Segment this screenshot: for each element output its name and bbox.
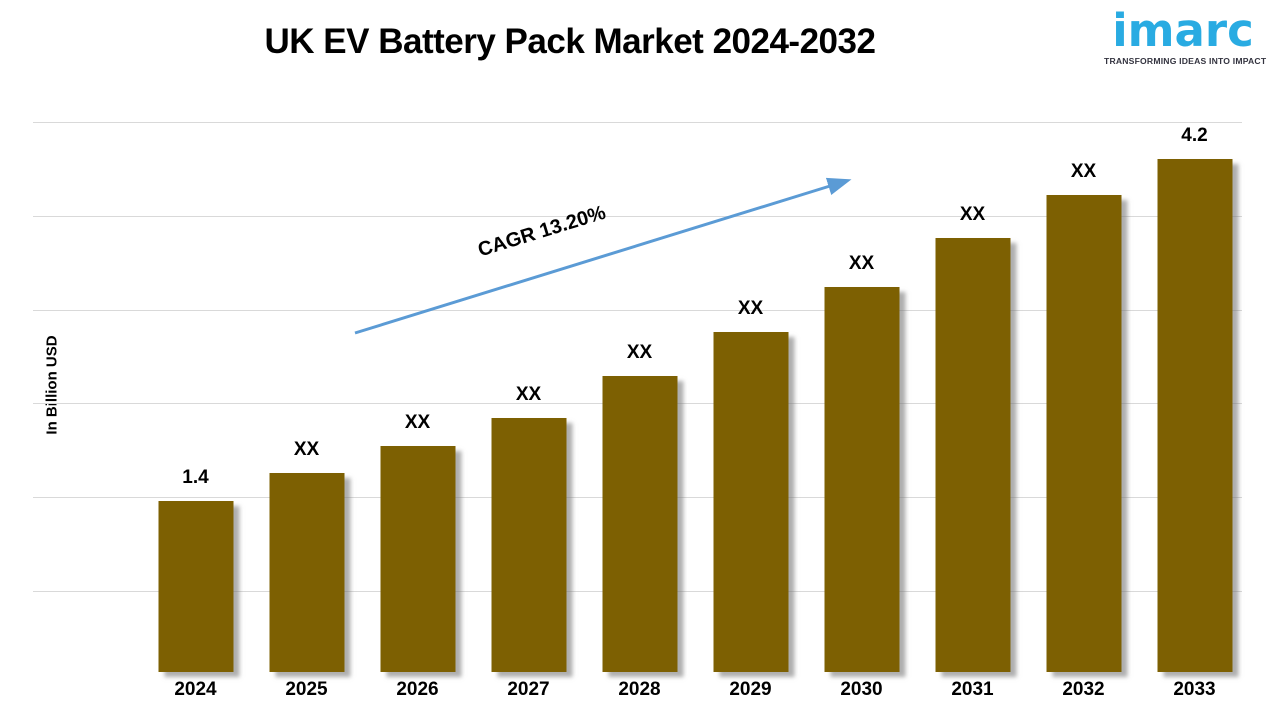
bar-value-label: XX: [1070, 161, 1097, 182]
x-axis-label: 2025: [285, 679, 328, 700]
bar-column-2025: XX 2025: [251, 122, 362, 700]
bar: [935, 238, 1010, 672]
bar: [1046, 195, 1121, 672]
x-axis-label: 2032: [1062, 679, 1105, 700]
x-axis-label: 2033: [1173, 679, 1216, 700]
bar-column-2024: 1.4 2024: [140, 122, 251, 700]
x-axis-label: 2031: [951, 679, 994, 700]
bar-value-label: XX: [404, 412, 431, 433]
x-axis-label: 2029: [729, 679, 772, 700]
bar: [269, 473, 344, 672]
bar-value-label: 4.2: [1181, 125, 1208, 146]
x-axis-label: 2027: [507, 679, 550, 700]
bar: [158, 501, 233, 672]
bar-column-2032: XX 2032: [1028, 122, 1139, 700]
bar: [602, 376, 677, 672]
bar: [824, 287, 899, 672]
bar: [491, 418, 566, 672]
bar: [380, 446, 455, 672]
bar: [1157, 159, 1232, 672]
imarc-logo-tagline: TRANSFORMING IDEAS INTO IMPACT: [1104, 56, 1267, 66]
bar-column-2029: XX 2029: [695, 122, 806, 700]
bar-column-2033: 4.2 2033: [1139, 122, 1250, 700]
bar-value-label: XX: [515, 384, 542, 405]
bar-value-label: 1.4: [182, 467, 209, 488]
bar: [713, 332, 788, 672]
imarc-logo: imarc TRANSFORMING IDEAS INTO IMPACT: [1104, 4, 1267, 66]
bar-value-label: XX: [737, 298, 764, 319]
bar-value-label: XX: [626, 342, 653, 363]
bar-value-label: XX: [959, 204, 986, 225]
bar-value-label: XX: [848, 253, 875, 274]
x-axis-label: 2026: [396, 679, 439, 700]
x-axis-label: 2030: [840, 679, 883, 700]
bar-column-2026: XX 2026: [362, 122, 473, 700]
bar-column-2031: XX 2031: [917, 122, 1028, 700]
bar-value-label: XX: [293, 439, 320, 460]
chart-title: UK EV Battery Pack Market 2024-2032: [264, 22, 876, 61]
bar-column-2027: XX 2027: [473, 122, 584, 700]
x-axis-label: 2024: [174, 679, 217, 700]
imarc-logo-wordmark: imarc: [1112, 4, 1254, 57]
x-axis-label: 2028: [618, 679, 661, 700]
bar-column-2030: XX 2030: [806, 122, 917, 700]
bar-column-2028: XX 2028: [584, 122, 695, 700]
gridline: [33, 122, 1242, 123]
bar-series: 1.4 2024 XX 2025 XX 2026 XX 2027 XX 2028 XX 2029 XX 2…: [140, 122, 1250, 700]
